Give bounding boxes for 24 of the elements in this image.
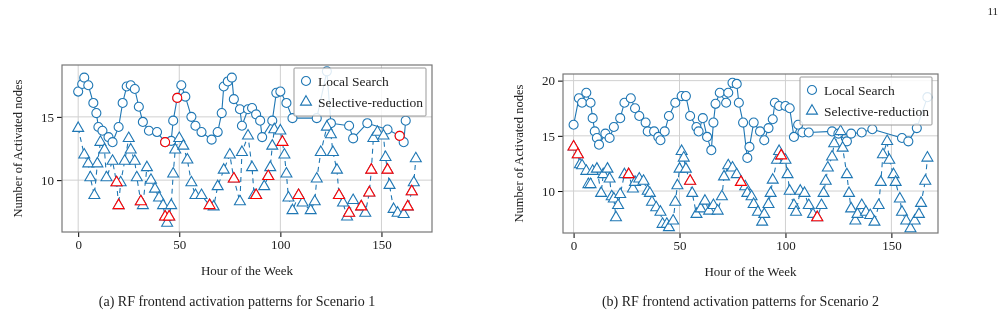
y-tick-label: 10 — [41, 172, 54, 188]
y-tick-label: 20 — [542, 73, 555, 89]
x-tick-label: 0 — [570, 238, 578, 254]
x-tick-label: 150 — [882, 238, 902, 254]
x-tick-label: 50 — [673, 238, 687, 254]
legend-label: Local Search — [318, 74, 390, 89]
text: (b) RF frontend activation patterns for Scenario 2 — [601, 294, 880, 310]
y-axis-title: Number of Activated nodes — [512, 84, 526, 223]
text: 11 — [987, 5, 998, 17]
x-axis-title: Hour of the Week — [704, 264, 798, 279]
x-tick-label: 50 — [173, 237, 187, 253]
legend-label: Selective-reduction — [824, 104, 930, 119]
text: (a) RF frontend activation patterns for Scenario 1 — [98, 294, 376, 310]
legend-label: Local Search — [824, 83, 896, 98]
y-tick-label: 15 — [542, 128, 555, 144]
x-tick-label: 100 — [776, 238, 796, 254]
legend-label: Selective-reduction — [318, 95, 424, 110]
x-tick-label: 100 — [271, 237, 291, 253]
x-axis-title: Hour of the Week — [200, 263, 294, 278]
y-tick-label: 15 — [41, 109, 54, 125]
y-tick-label: 10 — [542, 183, 555, 199]
x-tick-label: 150 — [372, 237, 392, 253]
y-axis-title: Number of Activated nodes — [11, 79, 25, 218]
x-tick-label: 0 — [75, 237, 82, 253]
